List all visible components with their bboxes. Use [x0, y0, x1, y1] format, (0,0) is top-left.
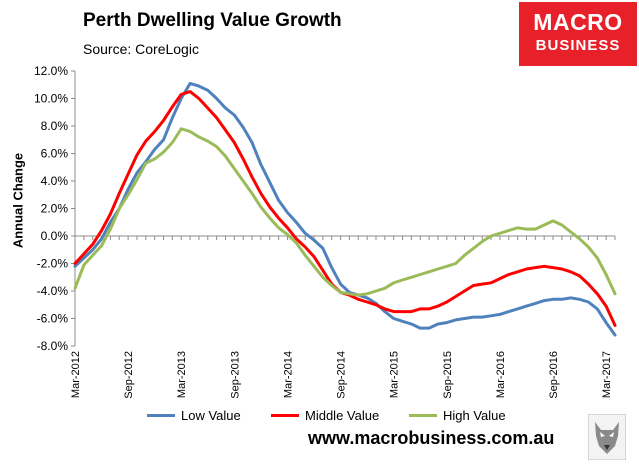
series-line-middle-value [73, 90, 617, 327]
legend-swatch-low [147, 414, 175, 417]
legend-swatch-middle [271, 414, 299, 417]
x-tick-label: Sep-2016 [548, 351, 560, 399]
x-tick-label: Sep-2014 [336, 351, 348, 399]
y-tick-label: 6.0% [41, 147, 69, 161]
legend-label-high: High Value [443, 408, 506, 423]
website-url[interactable]: www.macrobusiness.com.au [308, 428, 555, 448]
x-tick-label: Mar-2016 [495, 351, 507, 398]
x-tick-label: Sep-2013 [229, 351, 241, 399]
legend-label-middle: Middle Value [305, 408, 380, 423]
legend-item-middle: Middle Value [271, 408, 379, 423]
macrobusiness-logo: MACRO BUSINESS [519, 2, 637, 66]
x-tick-label: Mar-2015 [389, 351, 401, 398]
logo-line-2: BUSINESS [535, 37, 621, 54]
y-tick-label: -6.0% [37, 312, 69, 326]
legend-item-high: High Value [409, 408, 506, 423]
y-tick-label: 2.0% [41, 202, 69, 216]
y-tick-label: -2.0% [37, 257, 69, 271]
series-line-low-value [73, 81, 617, 337]
legend-item-low: Low Value [147, 408, 241, 423]
legend: Low Value Middle Value High Value [0, 408, 639, 428]
chart-title: Perth Dwelling Value Growth [83, 10, 342, 31]
x-tick-label: Sep-2015 [442, 351, 454, 399]
y-tick-label: -8.0% [37, 339, 69, 353]
y-tick-label: -4.0% [37, 284, 69, 298]
y-tick-label: 12.0% [34, 64, 68, 78]
y-tick-label: 0.0% [41, 229, 69, 243]
y-tick-label: 10.0% [34, 92, 68, 106]
y-tick-label: 4.0% [41, 174, 69, 188]
x-tick-label: Sep-2012 [123, 351, 135, 399]
legend-label-low: Low Value [181, 408, 241, 423]
x-tick-label: Mar-2012 [70, 351, 82, 398]
logo-line-1: MACRO [533, 9, 623, 35]
line-chart: 12.0% 10.0% 8.0% 6.0% 4.0% 2.0% 0.0% -2.0% -4.0%… [34, 64, 617, 399]
series-line-high-value [73, 127, 617, 297]
x-tick-label: Mar-2014 [282, 351, 294, 398]
wolf-logo-icon [588, 414, 626, 460]
legend-swatch-high [409, 414, 437, 417]
chart-source: Source: CoreLogic [83, 41, 199, 57]
y-tick-label: 8.0% [41, 119, 69, 133]
x-tick-label: Mar-2017 [601, 351, 613, 398]
x-tick-label: Mar-2013 [176, 351, 188, 398]
